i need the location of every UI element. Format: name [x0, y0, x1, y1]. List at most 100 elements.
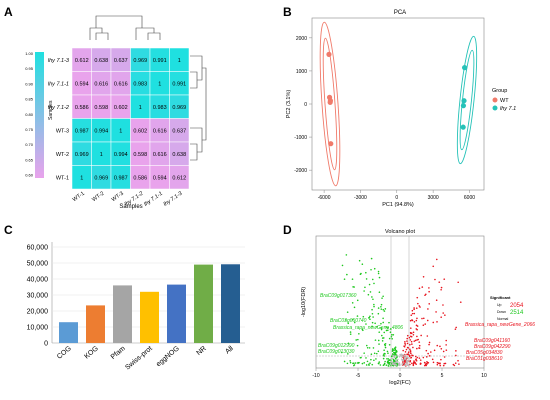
volcano-point-down — [380, 327, 382, 329]
volcano-x-tick-label: -10 — [312, 373, 319, 379]
heatmap-cell — [169, 165, 190, 190]
volcano-point-up — [425, 356, 428, 358]
pca-x-title: PC1 (94.8%) — [382, 202, 414, 208]
volcano-point-up — [409, 348, 411, 351]
volcano-point-up — [411, 319, 413, 321]
colorbar-tick: 0.80 — [25, 112, 34, 117]
heatmap-row-label: WT-3 — [56, 128, 69, 134]
volcano-point-up — [416, 325, 419, 327]
heatmap-col-label: WT-3 — [111, 191, 125, 203]
volcano-point-normal — [404, 363, 407, 366]
volcano-point-down — [381, 340, 384, 342]
volcano-point-normal — [400, 355, 403, 357]
pca-y-ticks: 2000 1000 0 -1000 -2000 — [294, 36, 312, 174]
volcano-point-down — [382, 295, 384, 298]
volcano-point-normal — [396, 361, 399, 364]
volcano-point-down — [386, 361, 389, 364]
bar — [113, 285, 132, 343]
volcano-point-down — [374, 339, 377, 341]
volcano-point-down — [367, 293, 370, 296]
volcano-point-down — [369, 318, 371, 321]
heatmap-cell-value: 0.616 — [114, 81, 128, 87]
volcano-point-up — [422, 324, 425, 327]
pca-point-lhy — [460, 103, 467, 109]
volcano-x-tick-label: 5 — [441, 373, 444, 379]
volcano-point-down — [378, 276, 381, 279]
volcano-point-down — [373, 282, 375, 285]
volcano-point-normal — [395, 361, 397, 364]
heatmap-cell-value: 0.594 — [153, 175, 167, 181]
volcano-point-up — [406, 346, 409, 349]
heatmap-cell-value: 1 — [158, 81, 161, 87]
pca-title: PCA — [394, 10, 406, 16]
wt-ellipse-outer — [319, 21, 341, 187]
volcano-point-down — [386, 357, 388, 360]
volcano-point-up — [426, 360, 428, 363]
volcano-point-up — [440, 358, 442, 361]
volcano-point-up — [420, 334, 422, 337]
volcano-point-normal — [408, 359, 410, 362]
volcano-point-up — [439, 364, 442, 367]
volcano-point-up — [410, 352, 412, 355]
volcano-point-down — [370, 358, 372, 361]
volcano-point-normal — [408, 357, 410, 359]
volcano-point-up — [416, 317, 418, 320]
volcano-point-up — [413, 360, 415, 362]
heatmap-row-label: lhy 7.1-2 — [48, 105, 69, 111]
volcano-point-up — [407, 353, 410, 355]
bar-x-label: Pfam — [110, 345, 127, 361]
volcano-point-down — [353, 362, 355, 365]
colorbar-tick: 0.75 — [25, 127, 34, 132]
bar-x-label: All — [224, 345, 235, 356]
heatmap-cell-value: 1 — [139, 105, 142, 111]
heatmap-cell-value: 0.612 — [172, 175, 186, 181]
volcano-point-normal — [394, 363, 397, 366]
pca-y-tick-label: -1000 — [294, 135, 307, 141]
volcano-point-down — [384, 360, 386, 363]
volcano-point-down — [390, 355, 393, 358]
heatmap-colorbar — [35, 52, 44, 178]
volcano-point-up — [455, 326, 457, 329]
heatmap-cell-value: 0.616 — [94, 81, 108, 87]
volcano-point-down — [394, 346, 397, 349]
volcano-point-normal — [407, 360, 409, 363]
bar-x-label: Swiss-prot — [124, 345, 154, 371]
volcano-point-down — [387, 360, 390, 362]
volcano-point-down — [351, 278, 354, 280]
heatmap-cell-value: 1 — [119, 128, 122, 134]
volcano-point-up — [409, 343, 411, 346]
volcano-point-down — [392, 333, 395, 336]
volcano-point-up — [409, 335, 412, 338]
legend-normal-label: Normal — [497, 317, 509, 321]
heatmap-cell-value: 0.991 — [153, 58, 167, 64]
volcano-point-down — [357, 361, 359, 364]
volcano-point-up — [409, 339, 412, 341]
colorbar-tick: 0.60 — [25, 173, 34, 178]
heatmap-cell-value: 0.598 — [94, 105, 108, 111]
volcano-point-up — [413, 312, 416, 315]
volcano-point-down — [384, 308, 387, 310]
heatmap-cell-value: 0.991 — [172, 81, 186, 87]
volcano-point-up — [431, 358, 434, 361]
heatmap-cell-value: 1 — [80, 175, 83, 181]
bar-x-label: COG — [56, 345, 73, 361]
volcano-point-down — [356, 344, 359, 347]
volcano-point-up — [415, 319, 418, 322]
volcano-point-down — [355, 339, 358, 341]
volcano-point-down — [388, 343, 391, 346]
volcano-point-up — [418, 344, 421, 347]
bars — [59, 264, 240, 343]
volcano-point-normal — [395, 359, 398, 362]
volcano-point-normal — [390, 364, 393, 366]
legend-lhy-marker — [492, 105, 498, 111]
volcano-point-down — [365, 357, 367, 359]
heatmap-cell-value: 0.637 — [114, 58, 128, 64]
volcano-point-up — [445, 339, 447, 342]
down-gene-label: BraC09g017360 — [320, 293, 357, 299]
volcano-point-up — [443, 356, 446, 358]
volcano-point-up — [404, 344, 407, 346]
volcano-point-normal — [403, 364, 406, 367]
volcano-point-up — [421, 286, 424, 288]
volcano-point-down — [377, 272, 380, 275]
heatmap-cell-value: 0.987 — [114, 175, 128, 181]
